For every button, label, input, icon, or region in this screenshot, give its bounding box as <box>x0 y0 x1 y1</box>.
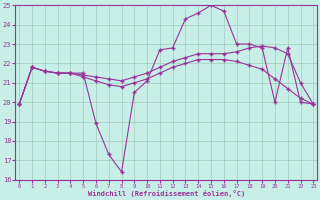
X-axis label: Windchill (Refroidissement éolien,°C): Windchill (Refroidissement éolien,°C) <box>88 190 245 197</box>
